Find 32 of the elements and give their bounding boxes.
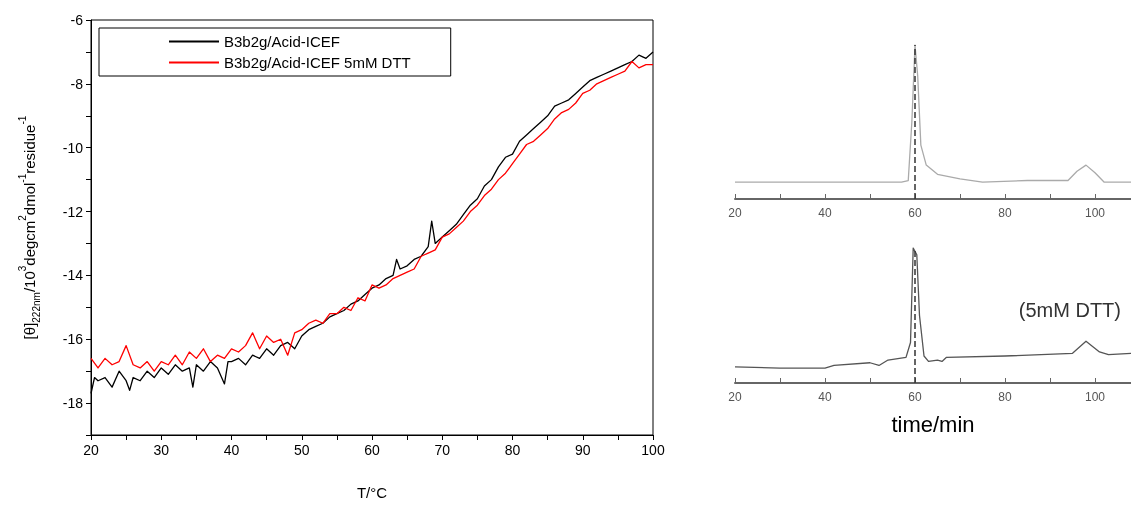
x-tick-label: 80 xyxy=(998,206,1012,220)
x-tick-label: 20 xyxy=(83,442,99,458)
y-tick-label: -16 xyxy=(62,331,84,348)
x-tick-label: 40 xyxy=(818,390,832,404)
x-tick-label: 20 xyxy=(728,390,742,404)
x-axis-title: time/min xyxy=(891,411,975,437)
y-tick-label: -14 xyxy=(62,267,84,284)
x-tick-label: 90 xyxy=(574,442,591,458)
x-tick-label: 20 xyxy=(728,206,742,220)
y-tick-label: -6 xyxy=(70,12,84,28)
x-tick-label: 80 xyxy=(504,442,521,458)
x-tick-label: 40 xyxy=(818,206,832,220)
x-tick-label: 40 xyxy=(223,442,240,458)
y-tick-label: -10 xyxy=(62,139,84,156)
x-tick-label: 100 xyxy=(1084,206,1106,220)
x-tick-label: 50 xyxy=(293,442,310,458)
annotation: (5mM DTT) xyxy=(1018,299,1122,321)
x-tick-label: 100 xyxy=(641,442,665,458)
x-tick-label: 100 xyxy=(1084,390,1106,404)
legend-label: B3b2g/Acid-ICEF 5mM DTT xyxy=(224,54,411,71)
x-tick-label: 70 xyxy=(434,442,451,458)
x-tick-label: 60 xyxy=(908,206,922,220)
x-tick-label: 60 xyxy=(908,390,922,404)
y-tick-label: -8 xyxy=(70,75,84,92)
text: [θ]222nm/103degcm2dmol-1residue-1 xyxy=(16,115,42,340)
x-tick-label: 80 xyxy=(998,390,1012,404)
y-tick-label: -18 xyxy=(62,395,84,412)
y-tick-label: -12 xyxy=(62,203,84,220)
x-axis-title: T/°C xyxy=(356,484,388,501)
legend-label: B3b2g/Acid-ICEF xyxy=(224,33,340,50)
x-tick-label: 30 xyxy=(153,442,170,458)
x-tick-label: 60 xyxy=(364,442,380,458)
